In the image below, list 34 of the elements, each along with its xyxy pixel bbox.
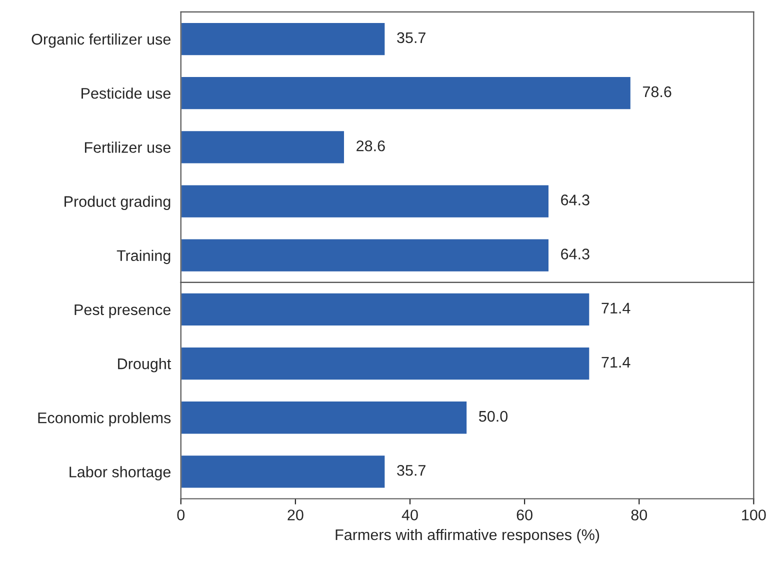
bar (180, 184, 550, 219)
bar (180, 238, 550, 273)
x-axis-title: Farmers with affirmative responses (%) (336, 528, 600, 544)
bar (180, 454, 386, 490)
x-tick-label: 100 (742, 510, 766, 520)
x-tick-label: 40 (402, 510, 418, 520)
data-label: 28.6 (356, 140, 385, 152)
bar (180, 346, 591, 381)
data-label: 35.7 (397, 464, 426, 476)
bar (180, 22, 386, 56)
bar (180, 76, 632, 111)
y-tick-label: Economic problems (38, 412, 171, 426)
x-tick-label: 0 (177, 510, 185, 520)
y-tick-label: Training (116, 250, 170, 264)
bar (180, 292, 591, 327)
x-tick-label: 80 (631, 510, 648, 520)
data-label: 64.3 (561, 248, 590, 260)
data-label: 78.6 (642, 86, 672, 98)
y-tick-label: Product grading (64, 196, 170, 210)
data-label: 64.3 (561, 194, 590, 206)
y-tick-label: Organic fertilizer use (32, 33, 170, 48)
bar (180, 400, 468, 436)
data-label: 71.4 (602, 302, 630, 314)
bar (180, 130, 346, 165)
y-tick-label: Pesticide use (82, 88, 170, 99)
y-tick-label: Labor shortage (70, 466, 170, 480)
data-label: 71.4 (602, 356, 630, 368)
data-label: 50.0 (479, 410, 508, 422)
x-tick-label: 20 (288, 510, 304, 520)
y-tick-label: Fertilizer use (84, 142, 170, 153)
y-tick-label: Drought (118, 358, 172, 372)
x-tick-label: 60 (516, 510, 532, 520)
y-tick-label: Pest presence (74, 304, 170, 318)
data-label: 35.7 (397, 32, 426, 44)
